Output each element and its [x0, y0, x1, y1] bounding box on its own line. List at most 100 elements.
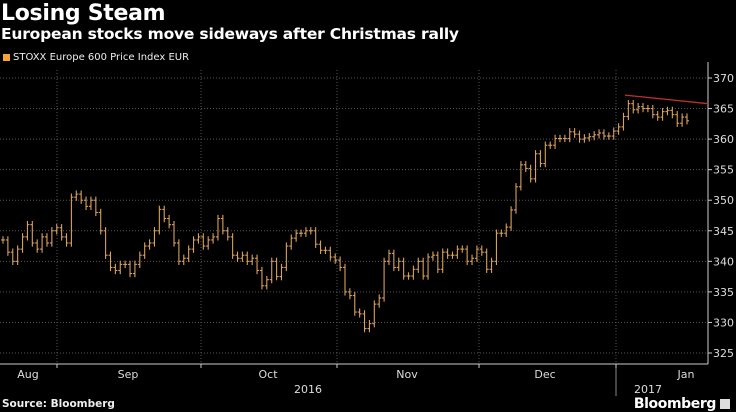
y-tick-label: 330	[713, 316, 734, 329]
legend-swatch	[3, 54, 10, 61]
ohlc-bar	[318, 240, 323, 254]
chart-title: Losing Steam	[1, 1, 166, 26]
ohlc-bar	[372, 300, 377, 328]
x-year-label: 2016	[294, 383, 322, 396]
ohlc-bar	[357, 308, 362, 318]
ohlc-bar	[621, 112, 626, 131]
ohlc-bar	[201, 233, 206, 250]
ohlc-bar	[396, 257, 401, 272]
ohlc-bar	[597, 129, 602, 139]
ohlc-bar	[406, 272, 411, 280]
ohlc-bar	[5, 236, 10, 256]
ohlc-bar	[264, 276, 269, 290]
ohlc-bar	[538, 150, 543, 168]
ohlc-bar	[211, 233, 216, 244]
ohlc-bar	[474, 245, 479, 262]
ohlc-bar	[118, 260, 123, 275]
ohlc-bar	[215, 214, 220, 241]
ohlc-bar	[504, 223, 509, 237]
ohlc-bar	[450, 251, 455, 259]
ohlc-bar	[49, 227, 54, 247]
ohlc-bar	[196, 233, 201, 244]
ohlc-bar	[518, 161, 523, 191]
ohlc-bar	[79, 190, 84, 204]
ohlc-bar	[465, 245, 470, 265]
ohlc-bar	[308, 227, 313, 235]
ohlc-bar	[289, 234, 294, 250]
ohlc-bar	[665, 106, 670, 116]
ohlc-bar	[69, 193, 74, 247]
y-tick-label: 345	[713, 225, 734, 238]
x-year-label: 2017	[634, 383, 662, 396]
ohlc-bar	[274, 257, 279, 281]
ohlc-bar	[631, 100, 636, 114]
ohlc-bar	[250, 254, 255, 265]
ohlc-bar	[435, 251, 440, 273]
ohlc-bar	[176, 239, 181, 265]
ohlc-bar	[528, 164, 533, 183]
ohlc-bar	[128, 260, 133, 278]
ohlc-bar	[445, 248, 450, 259]
ohlc-bar	[367, 320, 372, 333]
ohlc-bar	[645, 104, 650, 113]
ohlc-bar	[592, 131, 597, 141]
ohlc-bar	[533, 150, 538, 183]
ohlc-bar	[132, 260, 137, 278]
ohlc-bar	[514, 183, 518, 214]
ohlc-bar	[157, 205, 162, 235]
ohlc-bar	[548, 141, 553, 149]
ohlc-bar	[88, 196, 93, 210]
ohlc-bar	[386, 249, 391, 265]
ohlc-bar	[636, 103, 641, 114]
ohlc-bar	[616, 123, 621, 135]
ohlc-bar	[142, 242, 147, 259]
ohlc-bar	[484, 248, 489, 273]
brand-name: Bloomberg	[633, 396, 717, 412]
ohlc-bar	[255, 254, 260, 275]
ohlc-bar	[147, 239, 152, 250]
ohlc-bar	[411, 265, 416, 280]
ohlc-bar	[54, 224, 59, 235]
x-tick-label: Nov	[396, 368, 418, 381]
y-tick-label: 370	[713, 72, 734, 85]
ohlc-bar	[562, 134, 567, 143]
ohlc-bar	[35, 239, 40, 253]
ohlc-bar	[191, 236, 196, 253]
ohlc-bar	[611, 127, 616, 140]
ohlc-bar	[245, 251, 250, 265]
ohlc-bar	[577, 130, 582, 143]
ohlc-bar	[685, 113, 689, 125]
ohlc-bar	[303, 227, 308, 237]
ohlc-bar	[587, 133, 592, 142]
ohlc-bar	[20, 233, 25, 253]
ohlc-bar	[479, 245, 484, 256]
ohlc-bar	[553, 134, 558, 149]
ohlc-bar	[167, 214, 172, 229]
ohlc-bar	[93, 196, 98, 217]
ohlc-bar	[606, 132, 611, 140]
ohlc-bar	[235, 251, 240, 262]
ohlc-bar	[470, 254, 475, 265]
ohlc-bar	[225, 227, 230, 241]
ohlc-bar	[343, 263, 347, 296]
ohlc-bar	[181, 254, 186, 265]
ohlc-bar	[655, 111, 660, 121]
ohlc-bar	[172, 221, 176, 247]
ohlc-bar	[352, 291, 357, 316]
bloomberg-chart-icon	[720, 399, 730, 409]
ohlc-bar	[421, 257, 426, 280]
ohlc-bar	[401, 257, 406, 280]
ohlc-bar	[377, 294, 382, 308]
ohlc-bar	[240, 251, 245, 262]
ohlc-bar	[391, 249, 396, 272]
legend-label: STOXX Europe 600 Price Index EUR	[13, 52, 190, 63]
ohlc-bar	[113, 263, 118, 275]
y-tick-label: 340	[713, 255, 734, 268]
ohlc-bar	[338, 256, 343, 272]
x-tick-label: Aug	[17, 368, 38, 381]
x-tick-label: Oct	[258, 368, 278, 381]
ohlc-bar	[206, 236, 211, 250]
ohlc-bar	[333, 253, 338, 264]
ohlc-bar	[499, 229, 504, 237]
